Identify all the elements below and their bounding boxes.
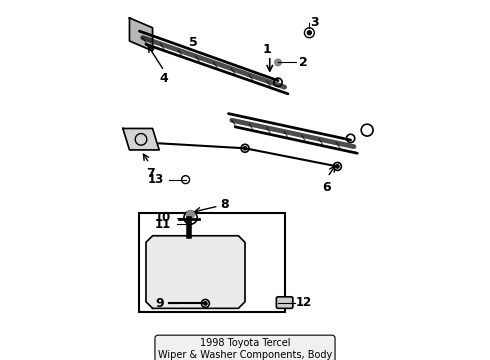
Text: 1998 Toyota Tercel
Wiper & Washer Components, Body: 1998 Toyota Tercel Wiper & Washer Compon…	[158, 338, 332, 360]
Text: 10: 10	[154, 211, 171, 224]
Polygon shape	[123, 129, 159, 150]
Polygon shape	[146, 236, 245, 309]
Circle shape	[204, 302, 207, 305]
Circle shape	[275, 59, 281, 66]
Text: 13: 13	[148, 173, 164, 186]
FancyBboxPatch shape	[276, 297, 293, 309]
Text: 11: 11	[154, 218, 171, 231]
Text: 9: 9	[155, 297, 164, 310]
Text: 1: 1	[262, 43, 271, 56]
Bar	[139, 213, 285, 312]
Text: 7: 7	[146, 167, 155, 180]
Circle shape	[187, 210, 195, 218]
Circle shape	[307, 31, 311, 35]
Text: 8: 8	[220, 198, 229, 211]
Text: 6: 6	[322, 181, 331, 194]
Text: 3: 3	[310, 16, 318, 30]
Circle shape	[244, 147, 246, 150]
Text: 4: 4	[160, 72, 169, 85]
Circle shape	[336, 165, 339, 168]
Polygon shape	[129, 18, 152, 51]
Text: 2: 2	[299, 56, 308, 69]
Text: 12: 12	[296, 296, 313, 309]
Text: 5: 5	[190, 36, 198, 49]
